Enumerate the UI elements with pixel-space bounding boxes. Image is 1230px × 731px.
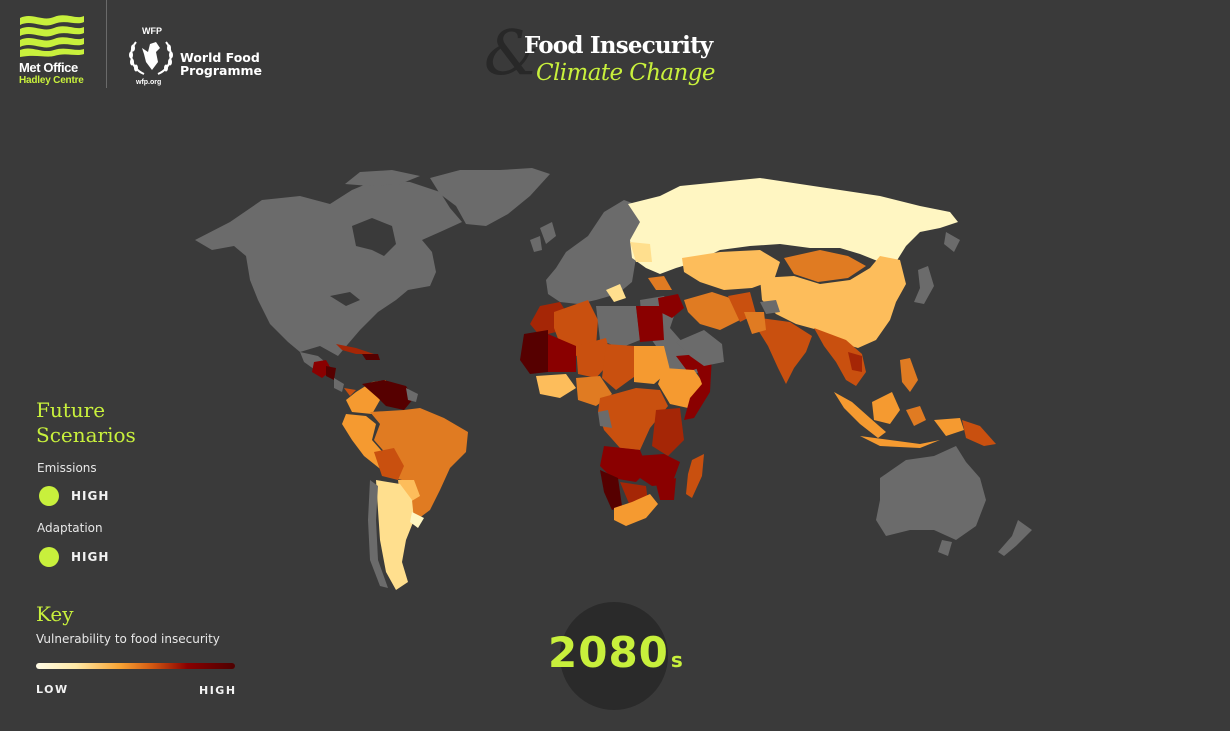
adaptation-label: Adaptation	[37, 521, 103, 535]
decade-label[interactable]: 2080 s	[548, 628, 684, 677]
wfp-emblem-icon[interactable]	[126, 36, 176, 82]
ampersand-glyph: &	[484, 16, 540, 89]
metoffice-name: Met Office	[19, 60, 78, 75]
wfp-name-line2: Programme	[180, 63, 262, 78]
wfp-url: wfp.org	[136, 79, 162, 86]
title-line1: Food Insecurity	[524, 32, 713, 59]
metoffice-logo[interactable]	[18, 14, 90, 58]
region-europe[interactable]	[530, 200, 640, 304]
region-southeast-asia[interactable]	[834, 358, 996, 448]
decade-suffix: s	[670, 648, 684, 672]
legend-subtitle: Vulnerability to food insecurity	[36, 632, 220, 646]
region-china[interactable]	[760, 256, 906, 348]
panel-heading-line1: Future	[36, 398, 106, 422]
panel-heading-line2: Scenarios	[36, 423, 136, 447]
future-scenarios-panel: Future Scenarios Emissions HIGH Adaptati…	[36, 398, 256, 567]
decade-selector[interactable]	[560, 602, 668, 710]
logo-divider	[106, 0, 107, 88]
region-south-america[interactable]	[342, 380, 468, 590]
adaptation-value: HIGH	[71, 550, 110, 564]
emissions-value: HIGH	[71, 489, 110, 503]
panel-heading: Future Scenarios	[36, 398, 256, 448]
wfp-acronym: WFP	[142, 26, 162, 36]
region-south-asia[interactable]	[744, 300, 866, 386]
adaptation-toggle[interactable]: HIGH	[39, 547, 109, 567]
metoffice-subtitle: Hadley Centre	[19, 75, 84, 86]
title-line2: Climate Change	[536, 60, 715, 86]
legend-low-label: LOW	[36, 683, 69, 696]
emissions-radio-dot[interactable]	[39, 486, 59, 506]
header: Met Office Hadley Centre WFP wfp.org Wor	[0, 0, 1230, 100]
region-central-america[interactable]	[312, 344, 380, 396]
region-russia[interactable]	[628, 178, 958, 274]
emissions-label: Emissions	[37, 461, 97, 475]
region-mongolia[interactable]	[784, 250, 866, 282]
region-africa[interactable]	[520, 300, 712, 526]
legend-high-label: HIGH	[199, 684, 237, 697]
page-title: & Food Insecurity Climate Change	[484, 22, 774, 92]
legend-gradient-bar	[36, 663, 235, 669]
emissions-toggle[interactable]: HIGH	[39, 486, 109, 506]
wfp-name: World Food Programme	[180, 51, 262, 77]
metoffice-waves-icon	[20, 15, 84, 57]
legend: Key Vulnerability to food insecurity LOW…	[36, 602, 246, 697]
legend-title: Key	[36, 602, 74, 626]
region-north-america[interactable]	[195, 168, 550, 372]
region-oceania[interactable]	[876, 446, 1032, 556]
region-central-asia[interactable]	[648, 250, 780, 290]
wfp-name-line1: World Food	[180, 50, 260, 65]
adaptation-radio-dot[interactable]	[39, 547, 59, 567]
decade-value: 2080	[548, 628, 669, 677]
